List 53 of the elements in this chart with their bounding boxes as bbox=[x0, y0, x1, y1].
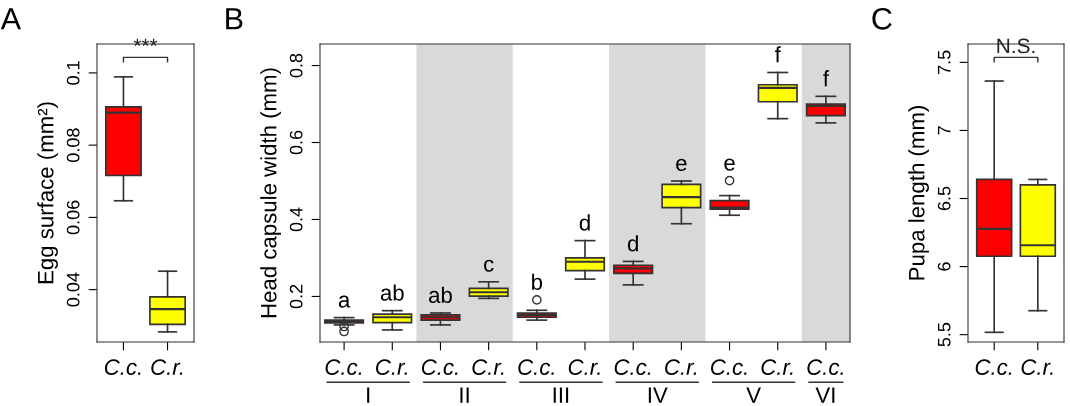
annotation: *** bbox=[133, 38, 158, 47]
x-tick-label: C.r. bbox=[568, 359, 600, 375]
annotation: a bbox=[338, 295, 351, 308]
y-tick-label: 6 bbox=[937, 262, 951, 271]
x-tick-label: C.r. bbox=[761, 359, 793, 375]
annotation: c bbox=[484, 259, 494, 272]
y-axis-title: Head capsule width (mm) bbox=[260, 68, 281, 318]
text: III bbox=[553, 387, 569, 403]
annotation: ab bbox=[429, 286, 452, 304]
x-tick-label: C.c. bbox=[614, 359, 651, 375]
x-tick-label: C.c. bbox=[104, 359, 141, 375]
y-tick-label: 0.4 bbox=[289, 207, 303, 232]
y-axis-title: Pupa length (mm) bbox=[908, 106, 929, 280]
text: IV bbox=[648, 387, 668, 403]
y-tick-label: 6.5 bbox=[937, 186, 951, 211]
x-tick-label: C.c. bbox=[518, 359, 554, 375]
annotation: d bbox=[579, 214, 590, 231]
text: V bbox=[746, 387, 761, 403]
annotation: b bbox=[532, 273, 543, 290]
x-tick-label: C.r. bbox=[376, 359, 408, 375]
y-axis-title: Egg surface (mm²) bbox=[37, 102, 58, 284]
y-tick-label: 0.6 bbox=[289, 130, 303, 155]
annotation: ab bbox=[380, 284, 404, 301]
chart-title: B bbox=[226, 8, 243, 30]
x-tick-label: C.c. bbox=[807, 359, 843, 375]
y-tick-label: 7.5 bbox=[937, 50, 951, 74]
chart-title: A bbox=[0, 8, 22, 30]
y-tick-label: 0.2 bbox=[289, 284, 303, 309]
y-tick-label: 0.1 bbox=[66, 61, 80, 85]
annotation: N.S. bbox=[997, 38, 1035, 54]
x-tick-label: C.r. bbox=[665, 359, 697, 375]
x-tick-label: C.r. bbox=[151, 359, 183, 375]
annotation: f bbox=[774, 46, 781, 63]
chart-title: C bbox=[872, 7, 892, 30]
text: II bbox=[460, 387, 469, 403]
annotation: f bbox=[823, 70, 830, 87]
y-tick-label: 7 bbox=[937, 126, 951, 135]
x-tick-label: C.c. bbox=[421, 359, 458, 375]
x-tick-label: C.r. bbox=[472, 359, 504, 375]
y-tick-label: 0.04 bbox=[66, 272, 80, 307]
x-tick-label: C.c. bbox=[711, 359, 747, 375]
y-tick-label: 0.08 bbox=[66, 128, 80, 162]
text: I bbox=[367, 387, 370, 403]
y-tick-label: 0.8 bbox=[289, 53, 303, 78]
annotation: e bbox=[724, 158, 735, 171]
annotation: d bbox=[627, 235, 638, 252]
x-tick-label: C.c. bbox=[325, 359, 362, 375]
x-tick-label: C.r. bbox=[1021, 359, 1053, 375]
text: VI bbox=[815, 387, 835, 403]
x-tick-label: C.c. bbox=[975, 359, 1012, 375]
y-tick-label: 0.06 bbox=[66, 200, 80, 235]
annotation: e bbox=[676, 158, 687, 172]
y-tick-label: 5.5 bbox=[937, 322, 951, 347]
